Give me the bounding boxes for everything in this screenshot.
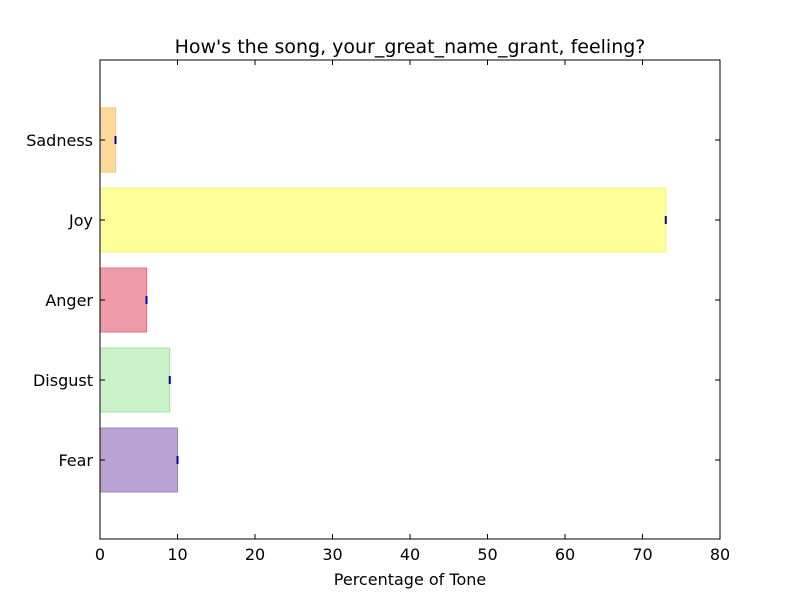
x-tick-label: 40 bbox=[400, 545, 420, 564]
x-tick-label: 20 bbox=[245, 545, 265, 564]
y-tick-label-joy: Joy bbox=[68, 211, 93, 230]
chart-title: How's the song, your_great_name_grant, f… bbox=[175, 36, 646, 58]
y-tick-label-fear: Fear bbox=[58, 451, 93, 470]
x-tick-label: 60 bbox=[555, 545, 575, 564]
y-tick-label-disgust: Disgust bbox=[33, 371, 93, 390]
x-tick-label: 80 bbox=[710, 545, 730, 564]
x-tick-label: 10 bbox=[167, 545, 187, 564]
y-tick-label-sadness: Sadness bbox=[26, 131, 93, 150]
y-tick-label-anger: Anger bbox=[45, 291, 93, 310]
x-axis-label: Percentage of Tone bbox=[334, 570, 486, 589]
bar-anger bbox=[99, 267, 147, 333]
x-tick-label: 70 bbox=[632, 545, 652, 564]
x-tick-label: 30 bbox=[322, 545, 342, 564]
plot-frame bbox=[99, 59, 721, 540]
bars-group bbox=[99, 107, 667, 493]
x-tick-label: 50 bbox=[477, 545, 497, 564]
ticks-group: Fear Disgust Anger Joy Sadness 0 10 20 30 40 50 60 7… bbox=[26, 60, 730, 564]
bar-joy bbox=[99, 187, 667, 253]
bar-fear bbox=[99, 427, 178, 493]
x-tick-label: 0 bbox=[95, 545, 105, 564]
bar-disgust bbox=[99, 347, 171, 413]
